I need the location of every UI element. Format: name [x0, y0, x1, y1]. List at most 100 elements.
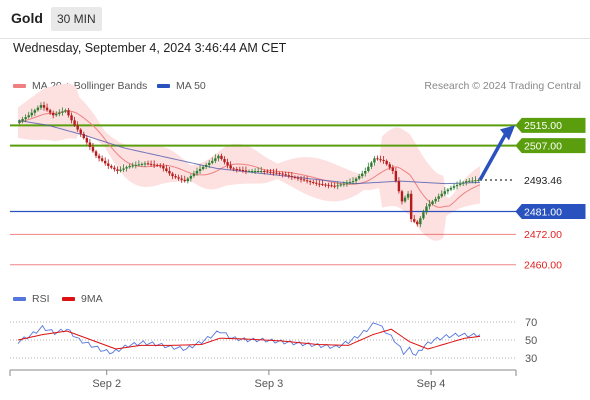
level-label-2507-00-box — [515, 138, 586, 154]
research-credit: Research © 2024 Trading Central — [424, 80, 581, 92]
candle — [192, 173, 196, 177]
candle — [171, 173, 174, 177]
candle — [229, 165, 232, 169]
candle — [27, 115, 30, 118]
candle — [140, 163, 144, 165]
candle — [281, 173, 284, 175]
rsi-swatch — [13, 297, 26, 302]
candle — [122, 168, 125, 170]
candle — [327, 184, 330, 186]
projection-arrow-head — [500, 125, 515, 141]
candle — [308, 181, 312, 183]
candle — [100, 158, 104, 161]
candle — [468, 180, 471, 182]
x-tick-label: Sep 4 — [417, 378, 446, 390]
candle — [119, 169, 122, 171]
candle — [394, 171, 398, 182]
candle — [339, 184, 342, 186]
candle — [474, 180, 477, 182]
candle — [131, 165, 134, 167]
candle — [61, 111, 64, 113]
candle — [177, 177, 180, 179]
candle — [333, 185, 336, 187]
candle — [275, 172, 278, 174]
candle — [351, 181, 355, 183]
header-divider — [0, 38, 590, 39]
candle — [134, 164, 137, 166]
candle — [250, 171, 254, 172]
candle — [76, 125, 79, 130]
level-label-2515-00-box — [515, 117, 586, 133]
candle — [223, 158, 226, 163]
candle — [379, 159, 382, 161]
candle — [272, 172, 275, 174]
candle — [125, 167, 128, 169]
candle — [51, 112, 55, 116]
candle — [443, 191, 447, 194]
candle — [137, 164, 141, 166]
candle — [247, 171, 251, 172]
candle — [403, 197, 407, 202]
rsi-ma9-line — [17, 328, 481, 350]
candle — [201, 166, 205, 169]
level-label-2481-00: 2481.00 — [524, 206, 562, 218]
ma20-swatch — [13, 84, 26, 89]
timeframe-button[interactable]: 30 MIN — [51, 7, 102, 31]
candle — [416, 221, 419, 225]
candle — [348, 181, 352, 183]
candle — [67, 110, 70, 116]
candle — [312, 181, 315, 183]
candle — [39, 105, 43, 108]
candle — [397, 181, 401, 192]
candle — [278, 173, 281, 175]
candle — [253, 171, 257, 172]
level-label-2493-46-box — [515, 172, 586, 188]
candle — [330, 185, 333, 187]
candle — [431, 201, 434, 204]
candle — [211, 160, 214, 163]
candle — [455, 184, 459, 187]
chart-header: Gold 30 MIN — [0, 0, 590, 38]
candle — [244, 170, 248, 172]
rsi-line — [17, 322, 481, 356]
candle — [128, 165, 131, 168]
candle — [425, 206, 428, 213]
candle — [159, 165, 162, 167]
candle — [146, 163, 150, 165]
candle — [391, 167, 395, 171]
candle — [165, 168, 168, 171]
candle — [437, 196, 440, 199]
candle — [382, 160, 385, 162]
candle — [290, 176, 294, 178]
candle — [321, 184, 324, 186]
candle — [315, 182, 318, 184]
candle — [42, 105, 46, 108]
candle — [235, 168, 238, 170]
candle — [302, 179, 306, 181]
candle — [82, 133, 85, 139]
level-label-2515-00: 2515.00 — [524, 120, 562, 132]
candle — [471, 180, 474, 182]
candle — [440, 193, 443, 197]
candle — [449, 187, 453, 190]
level-label-2460-00: 2460.00 — [524, 260, 562, 272]
candle — [465, 181, 468, 183]
candle — [461, 182, 465, 184]
candle — [18, 120, 21, 123]
candle — [266, 171, 269, 173]
candle — [143, 163, 147, 165]
rsi-tick-label: 30 — [525, 353, 537, 365]
candle — [354, 178, 358, 182]
candle — [293, 176, 297, 178]
instrument-title: Gold — [11, 10, 43, 26]
candle — [373, 158, 376, 163]
candle — [336, 185, 339, 187]
candle — [94, 151, 98, 156]
x-tick-label: Sep 2 — [92, 378, 121, 390]
candle — [388, 164, 391, 168]
candle — [85, 138, 89, 143]
candle — [45, 107, 49, 111]
candle — [370, 162, 373, 167]
candle — [55, 114, 58, 116]
